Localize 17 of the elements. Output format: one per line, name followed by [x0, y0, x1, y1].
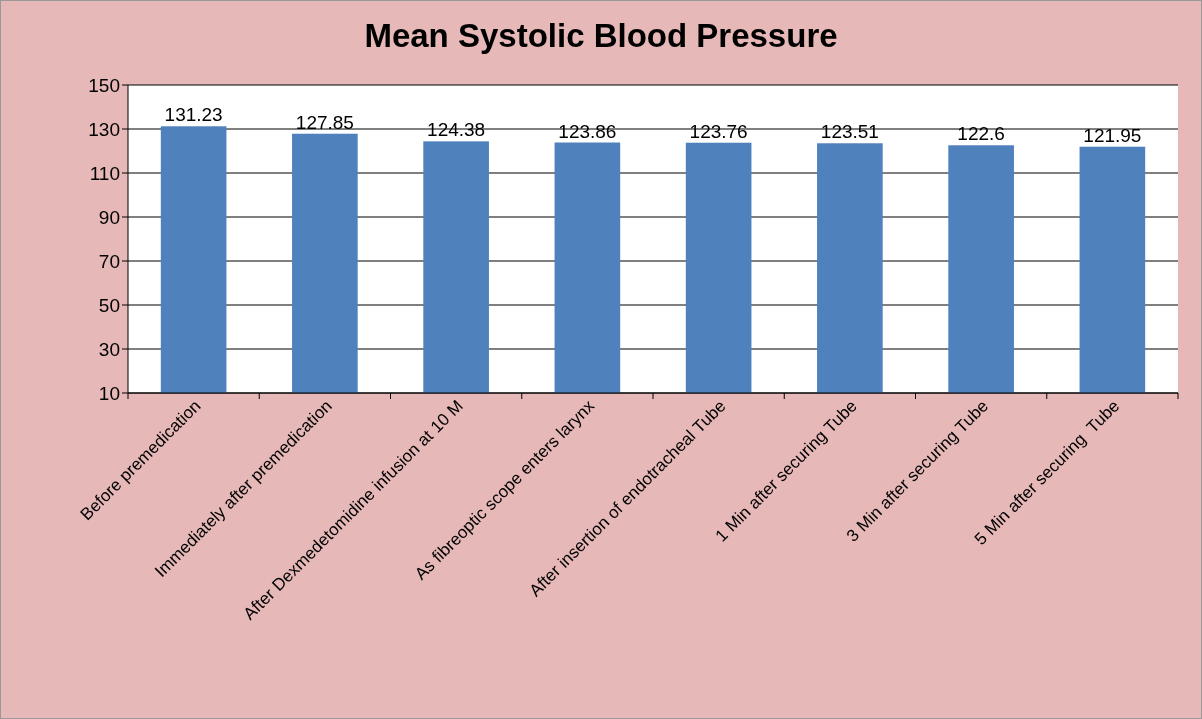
- data-label: 123.51: [820, 121, 879, 143]
- y-tick-label: 130: [88, 118, 120, 140]
- chart-title: Mean Systolic Blood Pressure: [364, 17, 838, 54]
- y-tick-label: 50: [98, 294, 120, 316]
- y-tick-label: 70: [98, 250, 120, 272]
- y-tick-label: 90: [98, 206, 120, 228]
- y-tick-label: 30: [98, 338, 120, 360]
- data-label: 131.23: [164, 104, 223, 126]
- data-label: 124.38: [427, 119, 486, 141]
- y-tick-label: 10: [98, 382, 120, 404]
- data-label: 123.86: [558, 120, 617, 142]
- data-label: 121.95: [1083, 124, 1142, 146]
- y-tick-label: 150: [88, 74, 120, 96]
- data-label: 123.76: [689, 120, 748, 142]
- y-tick-label: 110: [89, 162, 120, 184]
- data-label: 127.85: [295, 111, 354, 133]
- data-label: 122.6: [957, 123, 1005, 145]
